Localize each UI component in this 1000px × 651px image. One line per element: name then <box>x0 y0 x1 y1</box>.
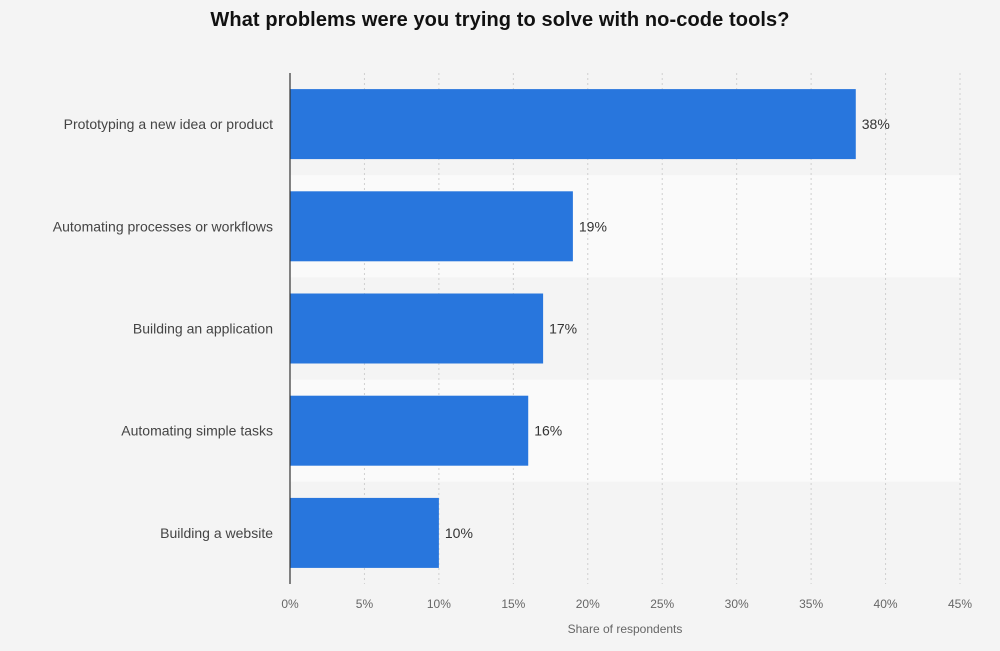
x-axis-title: Share of respondents <box>568 622 683 636</box>
x-tick-label: 20% <box>576 597 600 611</box>
x-tick-label: 45% <box>948 597 972 611</box>
category-label: Prototyping a new idea or product <box>64 116 273 132</box>
data-label: 38% <box>862 116 890 132</box>
x-tick-label: 0% <box>281 597 299 611</box>
bar[interactable] <box>290 89 856 160</box>
x-tick-label: 5% <box>356 597 374 611</box>
category-labels: Prototyping a new idea or product Automat… <box>53 116 273 541</box>
bar[interactable] <box>290 497 439 568</box>
category-label: Building a website <box>160 525 273 541</box>
value-labels: 38% 19% 17% 16% 10% <box>445 116 890 541</box>
x-tick-label: 15% <box>501 597 525 611</box>
data-label: 10% <box>445 525 473 541</box>
bar[interactable] <box>290 395 529 466</box>
x-tick-label: 30% <box>725 597 749 611</box>
x-tick-label: 25% <box>650 597 674 611</box>
x-tick-labels: 0% 5% 10% 15% 20% 25% 30% 35% 40% 45% <box>281 597 972 611</box>
category-label: Building an application <box>133 321 273 337</box>
bar[interactable] <box>290 293 544 364</box>
data-label: 17% <box>549 321 577 337</box>
x-tick-label: 40% <box>874 597 898 611</box>
bar[interactable] <box>290 191 573 262</box>
data-label: 19% <box>579 218 607 234</box>
x-tick-label: 10% <box>427 597 451 611</box>
data-label: 16% <box>534 423 562 439</box>
category-label: Automating processes or workflows <box>53 218 273 234</box>
category-label: Automating simple tasks <box>121 423 273 439</box>
chart-title: What problems were you trying to solve w… <box>210 9 790 31</box>
x-tick-label: 35% <box>799 597 823 611</box>
bars <box>290 89 856 568</box>
